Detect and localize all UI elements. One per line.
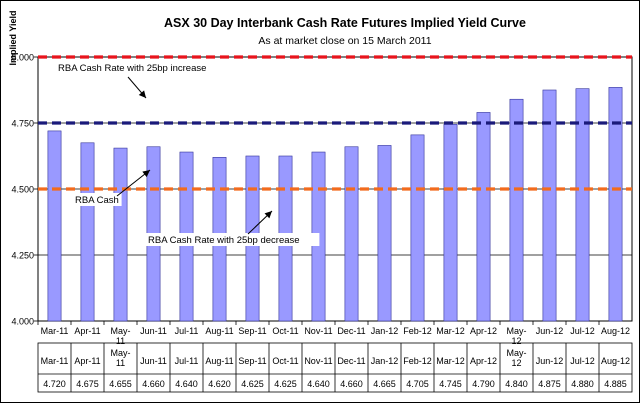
table-header-cell: Oct-11: [272, 356, 298, 366]
bar: [47, 130, 62, 322]
x-tick-label: May-12: [507, 326, 527, 346]
bar-series: [47, 87, 623, 322]
x-tick-label-line: 11: [116, 336, 125, 346]
annotation-label: RBA Cash Rate with 25bp increase: [58, 63, 206, 74]
annotation-arrow-head: [142, 170, 150, 178]
table-value-cell: 4.720: [43, 379, 66, 389]
bar: [410, 134, 425, 322]
x-tick-label: Jan-12: [371, 326, 399, 336]
annotation-arrow-head: [138, 90, 146, 98]
x-tick-label: Jun-12: [536, 326, 564, 336]
annotation-arrow-head: [264, 211, 272, 219]
table-value-cell: 4.675: [76, 379, 99, 389]
x-tick-label-line: May-: [111, 326, 131, 336]
y-tick-label: 5.000: [11, 53, 34, 63]
table-value-cell: 4.625: [274, 379, 297, 389]
chart-subtitle: As at market close on 15 March 2011: [258, 35, 431, 47]
table-header-cell: Aug-11: [205, 356, 233, 366]
annotations: RBA Cash Rate with 25bp increase RBA Cash…: [58, 63, 320, 246]
x-tick-label: Feb-12: [403, 326, 432, 336]
table-value-cell: 4.660: [340, 379, 363, 389]
table-value-cell: 4.655: [109, 379, 132, 389]
table-header-cell: Aug-12: [601, 356, 630, 366]
bar: [113, 147, 128, 322]
chart-title: ASX 30 Day Interbank Cash Rate Futures I…: [164, 16, 526, 30]
table-value-cell: 4.885: [604, 379, 627, 389]
x-tick-label: Jun-11: [140, 326, 167, 336]
annotation-label: RBA Cash Rate with 25bp decrease: [148, 235, 300, 246]
x-tick-label: Mar-11: [41, 326, 69, 336]
table-header-line: May-: [111, 348, 131, 358]
y-tick-label: 4.500: [11, 185, 34, 195]
table-header-cell: Jun-11: [140, 356, 167, 366]
table-header-cell: May-11: [111, 348, 131, 368]
x-tick-label: Dec-11: [337, 326, 365, 336]
bar: [443, 124, 458, 322]
y-tick-labels: 4.000 4.250 4.500 4.750 5.000: [11, 53, 34, 327]
table-header-cell: May-12: [507, 348, 527, 368]
table-value-cell: 4.875: [538, 379, 561, 389]
table-value-cell: 4.790: [472, 379, 495, 389]
reference-lines: [38, 55, 632, 191]
annotation-background: [145, 233, 320, 246]
x-tick-label: Jul-11: [175, 326, 199, 336]
table-header-cell: Jul-12: [570, 356, 595, 366]
table-header-cell: Apr-11: [74, 356, 100, 366]
table-header-cell: Feb-12: [403, 356, 432, 366]
x-tick-label: Apr-12: [470, 326, 497, 336]
bar: [344, 146, 359, 322]
y-axis-label: Implied Yield: [8, 10, 18, 65]
table-header-cell: Nov-11: [304, 356, 332, 366]
table-header-line: 11: [116, 358, 125, 368]
bar: [542, 89, 557, 322]
annotation-arrow-line: [116, 169, 151, 197]
table-value-cell: 4.705: [406, 379, 429, 389]
y-tick-label: 4.250: [11, 251, 34, 261]
bar: [509, 98, 524, 322]
table-header-cell: Mar-12: [436, 356, 465, 366]
annotation-background: [72, 193, 122, 206]
table-value-cell: 4.640: [175, 379, 198, 389]
y-tick-label: 4.000: [11, 317, 34, 327]
x-tick-label: Apr-11: [74, 326, 100, 336]
table-header-cell: Jun-12: [536, 356, 564, 366]
table-header-line: 12: [511, 358, 521, 368]
table-value-cell: 4.640: [307, 379, 330, 389]
table-header-cell: Jan-12: [371, 356, 399, 366]
table-value-cell: 4.665: [373, 379, 396, 389]
x-tick-label: May-11: [111, 326, 131, 346]
bar: [608, 87, 623, 322]
x-tick-label: Jul-12: [570, 326, 595, 336]
table-header-cell: Dec-11: [337, 356, 365, 366]
table-header-cell: Sep-11: [238, 356, 266, 366]
table-value-cell: 4.840: [505, 379, 528, 389]
bar: [575, 88, 590, 322]
table-value-cell: 4.880: [571, 379, 594, 389]
table-header-cell: Jul-11: [175, 356, 199, 366]
bar: [377, 145, 392, 322]
table-value-cell: 4.625: [241, 379, 264, 389]
x-tick-label: Aug-11: [205, 326, 233, 336]
y-tick-label: 4.750: [11, 119, 34, 129]
x-tick-label: Mar-12: [436, 326, 465, 336]
bar: [80, 142, 95, 322]
x-tick-label: Oct-11: [272, 326, 298, 336]
bar: [476, 112, 491, 322]
annotation-label: RBA Cash: [75, 195, 119, 206]
table-value-cell: 4.660: [142, 379, 165, 389]
data-table: Mar-114.720Apr-114.675May-114.655Jun-114…: [37, 342, 633, 393]
table-header-cell: Mar-11: [41, 356, 69, 366]
table-value-cell: 4.745: [439, 379, 462, 389]
x-tick-label-line: 12: [511, 336, 521, 346]
x-tick-label-line: May-: [507, 326, 527, 336]
x-tick-label: Sep-11: [238, 326, 266, 336]
table-header-cell: Apr-12: [470, 356, 497, 366]
x-tick-label: Nov-11: [304, 326, 332, 336]
table-header-line: May-: [507, 348, 527, 358]
table-value-cell: 4.620: [208, 379, 231, 389]
x-tick-label: Aug-12: [601, 326, 630, 336]
